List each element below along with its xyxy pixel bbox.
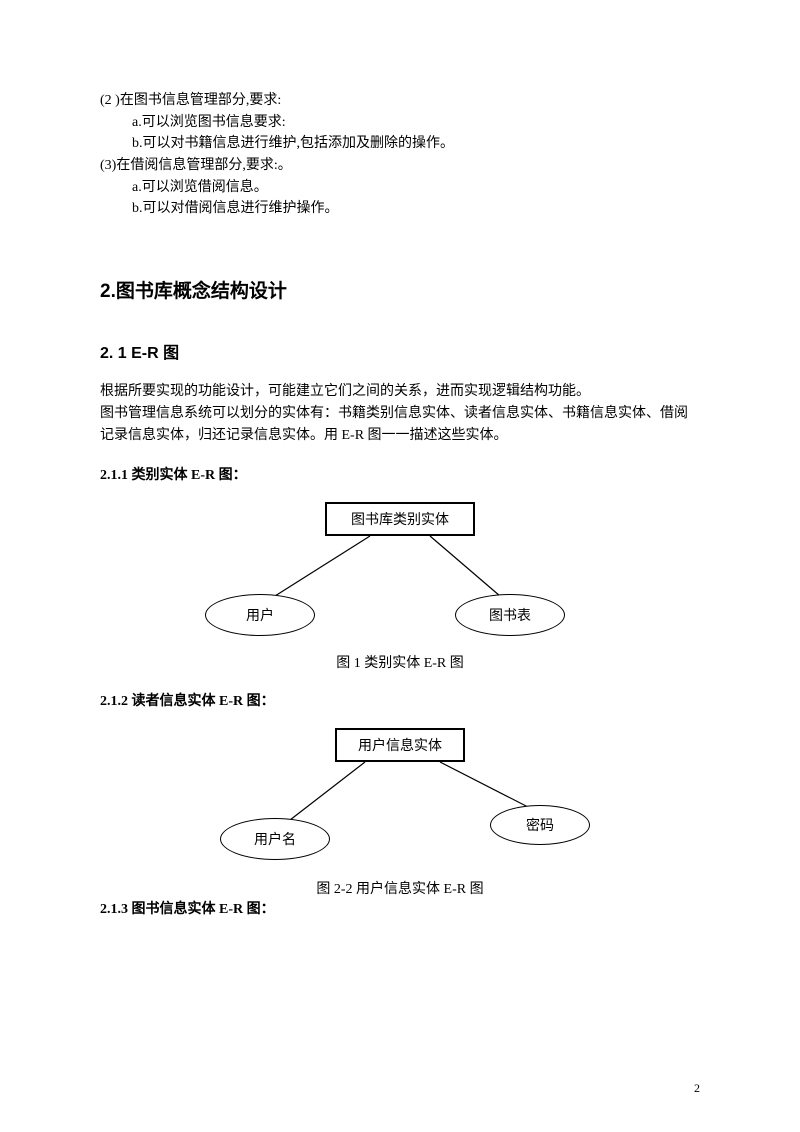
req3b: b.可以对借阅信息进行维护操作。	[100, 198, 700, 220]
sec212-title: 2.1.2 读者信息实体 E-R 图：	[100, 690, 700, 710]
er2-edge-1	[440, 762, 530, 808]
er2-root-box: 用户信息实体	[335, 728, 465, 762]
req2a: a.可以浏览图书信息要求:	[100, 112, 700, 134]
intro-p1: 根据所要实现的功能设计，可能建立它们之间的关系，进而实现逻辑结构功能。	[100, 381, 700, 403]
er1-node-1: 图书表	[455, 594, 565, 636]
er2-edge-0	[290, 762, 365, 820]
er2-node-0-label: 用户名	[254, 829, 296, 849]
er1-root-box: 图书库类别实体	[325, 502, 475, 536]
req2: (2 )在图书信息管理部分,要求:	[100, 90, 700, 112]
er1-edge-0	[275, 536, 370, 596]
er1-node-0-label: 用户	[246, 605, 274, 625]
intro-p2: 图书管理信息系统可以划分的实体有：书籍类别信息实体、读者信息实体、书籍信息实体、…	[100, 403, 700, 446]
req3: (3)在借阅信息管理部分,要求:。	[100, 155, 700, 177]
er-diagram-1: 图书库类别实体 用户 图书表	[100, 494, 700, 644]
page: (2 )在图书信息管理部分,要求: a.可以浏览图书信息要求: b.可以对书籍信…	[0, 0, 800, 1132]
er1-caption: 图 1 类别实体 E-R 图	[100, 652, 700, 672]
req2b: b.可以对书籍信息进行维护,包括添加及删除的操作。	[100, 133, 700, 155]
heading-er: 2. 1 E-R 图	[100, 339, 700, 363]
er-diagram-2: 用户信息实体 用户名 密码	[100, 720, 700, 870]
er2-node-1: 密码	[490, 805, 590, 845]
er2-node-1-label: 密码	[526, 815, 554, 835]
heading-main: 2.图书库概念结构设计	[100, 276, 700, 303]
er2-node-0: 用户名	[220, 818, 330, 860]
er1-node-1-label: 图书表	[489, 605, 531, 625]
er1-edge-1	[430, 536, 500, 596]
page-number: 2	[694, 1081, 700, 1096]
er1-node-0: 用户	[205, 594, 315, 636]
sec213-title: 2.1.3 图书信息实体 E-R 图：	[100, 898, 700, 918]
sec211-title: 2.1.1 类别实体 E-R 图：	[100, 464, 700, 484]
er1-root-label: 图书库类别实体	[351, 509, 449, 529]
er2-root-label: 用户信息实体	[358, 735, 442, 755]
er2-caption: 图 2-2 用户信息实体 E-R 图	[100, 878, 700, 898]
req3a: a.可以浏览借阅信息。	[100, 177, 700, 199]
